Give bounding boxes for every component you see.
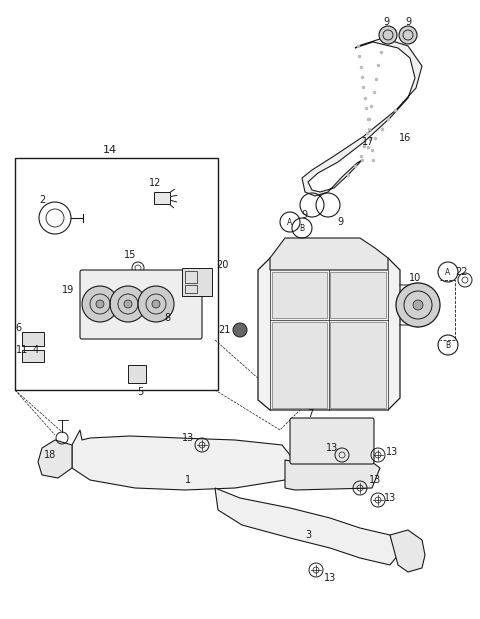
Bar [185,285,197,293]
Text: 15: 15 [124,250,136,260]
Bar [330,272,386,318]
Text: A: A [445,267,451,277]
Circle shape [379,26,397,44]
Circle shape [413,300,423,310]
Text: 18: 18 [44,450,56,460]
Circle shape [399,26,417,44]
Text: 13: 13 [324,573,336,583]
Bar [22,332,44,346]
Polygon shape [270,238,388,270]
FancyBboxPatch shape [290,418,374,464]
Text: 5: 5 [137,387,143,397]
Text: 4: 4 [33,345,39,355]
Text: 20: 20 [216,260,228,270]
Text: 6: 6 [15,323,21,333]
Circle shape [138,286,174,322]
Text: 3: 3 [305,530,311,540]
Text: 13: 13 [326,443,338,453]
Circle shape [233,323,247,337]
Polygon shape [72,430,295,490]
Polygon shape [285,460,380,490]
Bar [185,271,197,283]
Text: B: B [300,223,305,233]
Polygon shape [258,258,400,410]
Text: 9: 9 [405,17,411,27]
Text: 11: 11 [16,345,28,355]
Polygon shape [215,488,398,565]
Text: 1: 1 [185,475,191,485]
Circle shape [152,300,160,308]
Text: 2: 2 [39,195,45,205]
Text: 13: 13 [384,493,396,503]
Text: A: A [288,217,293,227]
Text: B: B [445,340,451,350]
Bar [182,268,212,296]
Bar [15,158,218,390]
Text: 17: 17 [362,137,374,147]
Text: 9: 9 [337,217,343,227]
Text: 16: 16 [399,133,411,143]
Text: 13: 13 [386,447,398,457]
FancyBboxPatch shape [80,270,202,339]
Text: 9: 9 [301,210,307,220]
Text: 13: 13 [182,433,194,443]
Text: 19: 19 [62,285,74,295]
Text: 9: 9 [383,17,389,27]
Bar [22,350,44,362]
Circle shape [124,300,132,308]
Bar [272,322,327,408]
Text: 8: 8 [164,313,170,323]
Polygon shape [38,440,72,478]
Text: 10: 10 [409,273,421,283]
Text: 7: 7 [307,409,313,419]
Text: 13: 13 [369,475,381,485]
Polygon shape [302,38,422,196]
Bar [330,322,386,408]
Bar [128,365,146,383]
Circle shape [96,300,104,308]
Polygon shape [390,530,425,572]
Text: 21: 21 [218,325,230,335]
Text: 12: 12 [149,178,161,188]
Circle shape [396,283,440,327]
Text: 22: 22 [456,267,468,277]
Circle shape [82,286,118,322]
Circle shape [110,286,146,322]
Text: 14: 14 [103,145,117,155]
Bar [272,272,327,318]
Bar [154,192,170,204]
